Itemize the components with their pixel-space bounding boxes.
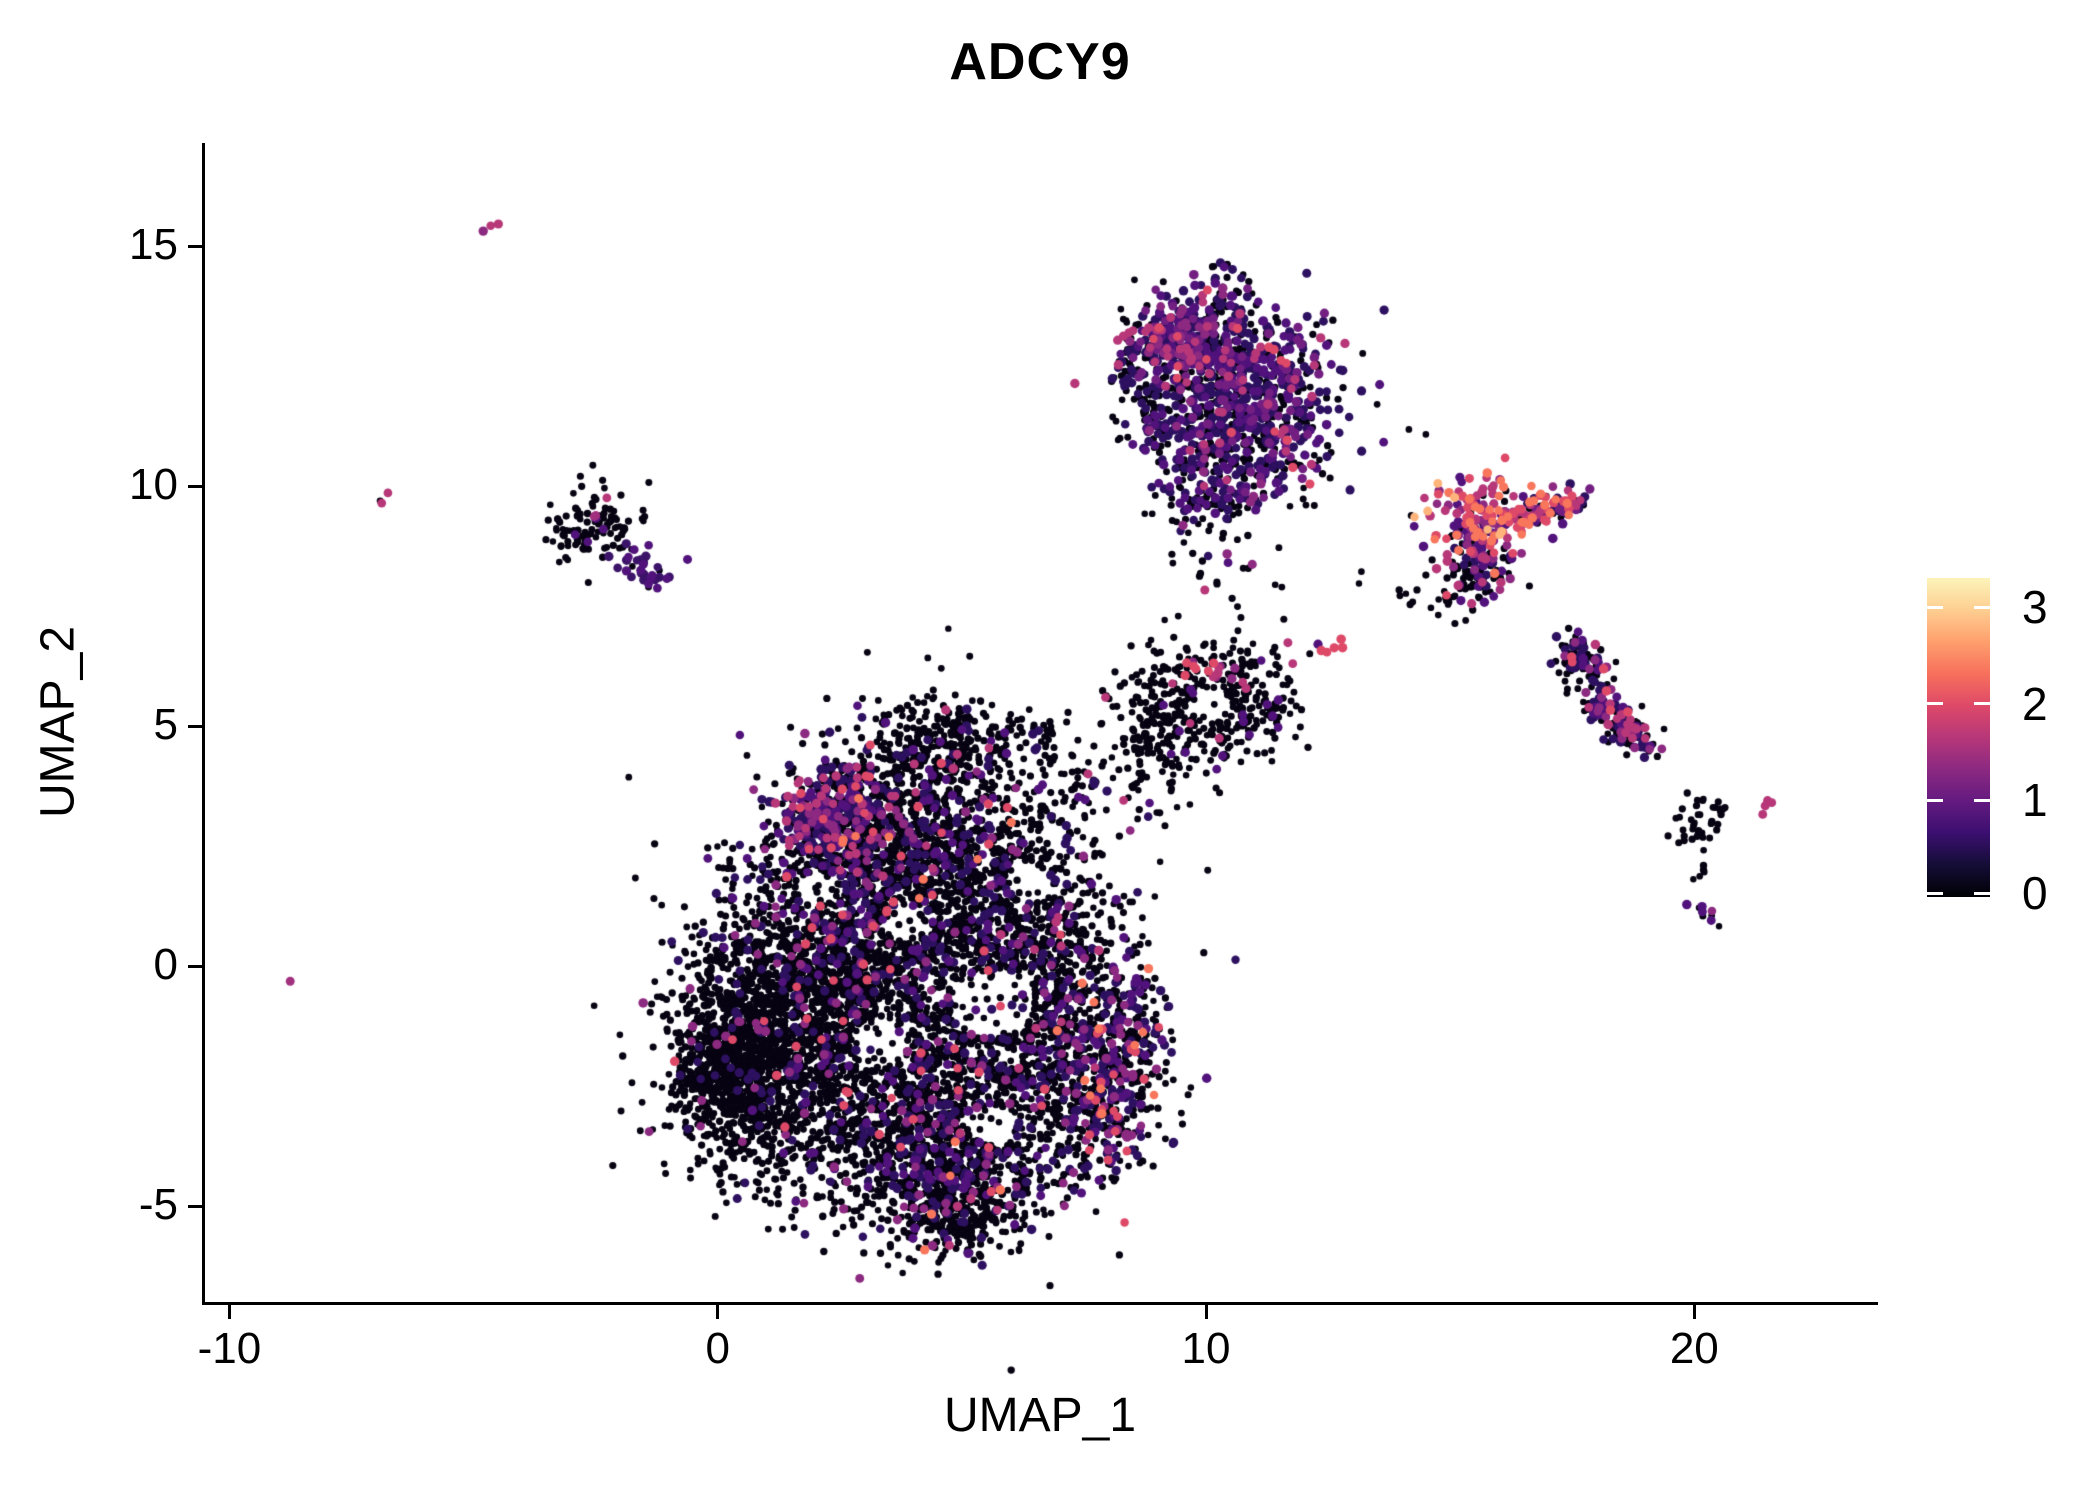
- colorbar-tick-mark: [1927, 702, 1943, 706]
- y-axis-line: [202, 143, 205, 1305]
- colorbar-tick-label: 1: [2022, 774, 2048, 827]
- y-tick-mark: [188, 1204, 202, 1208]
- colorbar-tick-mark: [1927, 891, 1943, 895]
- x-tick-mark: [227, 1305, 231, 1319]
- chart-title: ADCY9: [949, 33, 1131, 91]
- colorbar-tick-label: 0: [2022, 867, 2048, 919]
- colorbar-tick-mark: [1974, 798, 1990, 802]
- x-axis-line: [202, 1302, 1878, 1305]
- y-tick-label: -5: [138, 1180, 178, 1230]
- y-tick-label: 0: [153, 940, 178, 990]
- x-axis-title: UMAP_1: [943, 1389, 1137, 1442]
- x-tick-label: 10: [1181, 1324, 1231, 1373]
- y-tick-label: 5: [153, 700, 178, 750]
- y-tick-mark: [188, 244, 202, 248]
- x-tick-label: 0: [705, 1324, 730, 1373]
- expression-colorbar: [1927, 578, 1990, 897]
- y-tick-label: 10: [129, 460, 178, 510]
- y-tick-mark: [188, 484, 202, 488]
- x-tick-label: -10: [197, 1324, 262, 1373]
- x-tick-mark: [1692, 1305, 1696, 1319]
- x-tick-mark: [716, 1305, 720, 1319]
- colorbar-tick-mark: [1927, 798, 1943, 802]
- colorbar-tick-mark: [1974, 702, 1990, 706]
- colorbar-tick-mark: [1974, 891, 1990, 895]
- y-tick-mark: [188, 964, 202, 968]
- y-tick-mark: [188, 724, 202, 728]
- colorbar-tick-mark: [1974, 605, 1990, 609]
- colorbar-tick-label: 3: [2022, 581, 2048, 633]
- y-tick-label: 15: [129, 220, 178, 270]
- colorbar-tick-label: 2: [2022, 677, 2048, 730]
- x-tick-mark: [1204, 1305, 1208, 1319]
- x-tick-label: 20: [1669, 1324, 1719, 1373]
- colorbar-tick-mark: [1927, 605, 1943, 609]
